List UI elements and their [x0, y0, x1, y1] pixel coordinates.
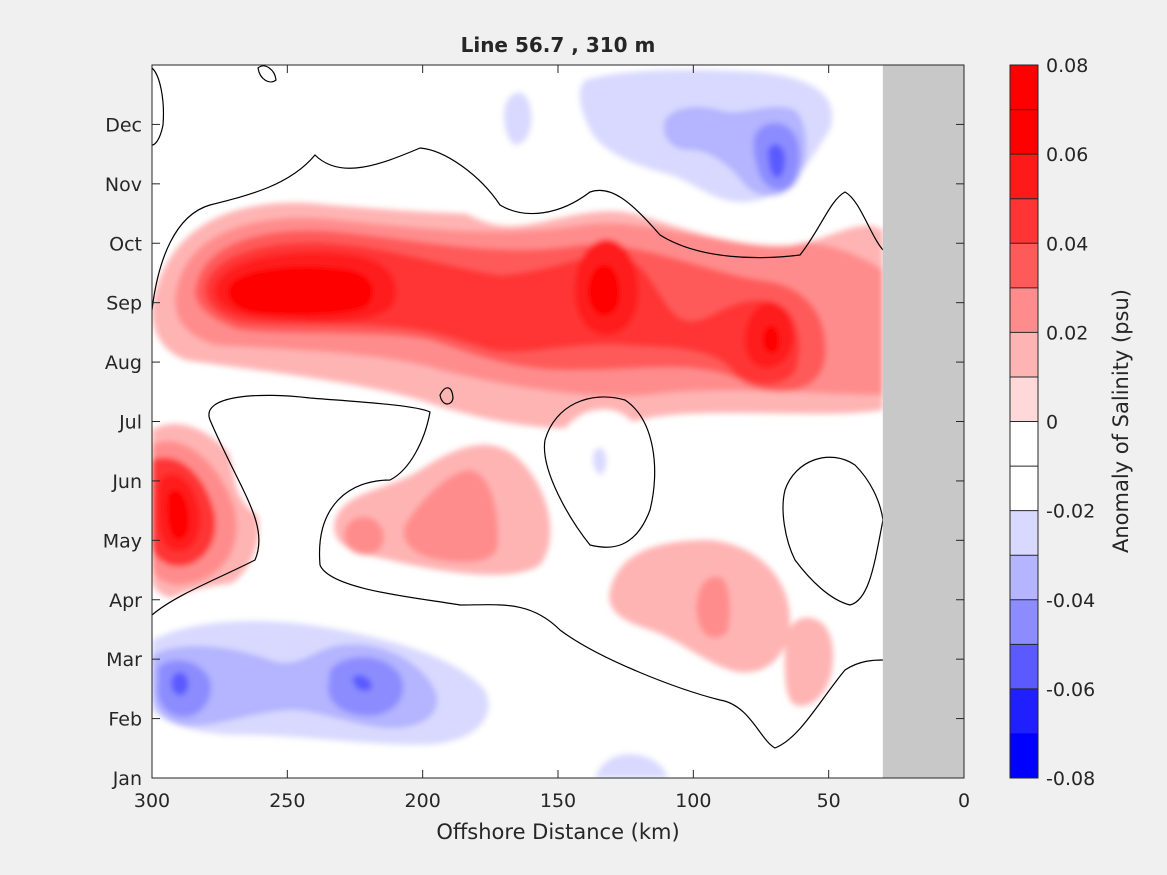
colorbar-bin	[1010, 198, 1038, 244]
positive-anomaly-contour-fill	[763, 325, 780, 354]
positive-anomaly-contour-fill	[696, 576, 730, 638]
negative-anomaly-contour-fill	[352, 675, 372, 691]
positive-anomaly-contour-fill	[344, 516, 385, 555]
colorbar-bin	[1010, 510, 1038, 556]
colorbar: 0.08 0.06 0.04 0.02 0 -0.02 -0.04 -0.06 -0.08	[1009, 55, 1095, 790]
y-tick-label: Dec	[105, 114, 142, 136]
negative-anomaly-contour-fill	[255, 429, 325, 494]
zero-contour-line	[257, 65, 277, 83]
x-tick-label: 0	[958, 790, 970, 812]
colorbar-tick-label: -0.04	[1046, 590, 1095, 612]
colorbar-tick-label: 0.04	[1046, 233, 1088, 255]
colorbar-bin	[1010, 599, 1038, 645]
zero-contour-line	[152, 67, 165, 146]
colorbar-tick-label: -0.08	[1046, 768, 1095, 790]
y-tick-label: May	[103, 530, 142, 552]
colorbar-bin	[1010, 688, 1038, 734]
zero-contour-line	[152, 147, 884, 311]
colorbar-tick-label: 0	[1046, 412, 1058, 434]
y-tick-label: Sep	[106, 293, 142, 315]
colorbar-bin	[1010, 332, 1038, 377]
colorbar-frame	[1009, 64, 1039, 779]
y-tick-label: Jul	[118, 412, 142, 434]
colorbar-tick-label: 0.06	[1046, 144, 1088, 166]
x-tick-label: 300	[134, 790, 170, 812]
x-tick-label: 200	[405, 790, 441, 812]
y-tick-label: Jan	[112, 768, 142, 790]
positive-anomaly-contour-fill	[784, 617, 834, 706]
zero-contour-line	[782, 456, 884, 606]
colorbar-bin	[1010, 154, 1038, 199]
x-tick-label: 150	[540, 790, 576, 812]
y-tick-label: Aug	[105, 352, 142, 374]
colorbar-bin	[1010, 555, 1038, 600]
x-tick-label: 50	[817, 790, 841, 812]
negative-anomaly-contour-fill	[171, 672, 189, 696]
colorbar-bin	[1010, 109, 1038, 155]
negative-anomaly-contour-fill	[806, 476, 854, 568]
x-axis-label: Offshore Distance (km)	[436, 820, 679, 844]
colorbar-bin	[1010, 287, 1038, 333]
colorbar-bin	[1010, 421, 1038, 467]
no-data-region	[882, 65, 964, 778]
x-axis: 300 250 200 150 100 50 0	[134, 65, 970, 812]
colorbar-tick-label: -0.06	[1046, 679, 1095, 701]
positive-anomaly-contour-fill	[167, 489, 190, 540]
y-tick-label: Feb	[108, 709, 142, 731]
contour-plot-area	[152, 65, 964, 778]
y-tick-label: Oct	[109, 233, 142, 255]
y-tick-label: Jun	[111, 471, 142, 493]
zero-contour-line	[152, 394, 884, 749]
colorbar-bin	[1010, 733, 1038, 778]
zero-contour-line	[439, 387, 454, 405]
colorbar-bin	[1010, 376, 1038, 422]
zero-contour-line	[543, 396, 656, 548]
y-tick-label: Mar	[106, 649, 142, 671]
x-tick-label: 100	[675, 790, 711, 812]
colorbar-tick-label: 0.08	[1046, 55, 1088, 77]
y-axis: Jan Feb Mar Apr May Jun Jul Aug Sep Oct Nov Dec	[103, 114, 964, 790]
positive-anomaly-contour-fill	[403, 470, 499, 563]
positive-anomaly-contour-fill	[228, 266, 373, 316]
negative-anomaly-contour-fill	[503, 92, 532, 145]
y-tick-label: Nov	[105, 174, 142, 196]
colorbar-label: Anomaly of Salinity (psu)	[1109, 289, 1133, 553]
chart-title: Line 56.7 , 310 m	[461, 33, 656, 57]
positive-anomaly-contour-fill	[588, 264, 620, 316]
negative-anomaly-contour-fill	[768, 144, 786, 178]
colorbar-bin	[1010, 644, 1038, 689]
x-tick-label: 250	[269, 790, 305, 812]
colorbar-tick-label: -0.02	[1046, 501, 1095, 523]
colorbar-bin	[1010, 65, 1038, 110]
negative-anomaly-contour-fill	[592, 447, 607, 475]
colorbar-bin	[1010, 243, 1038, 288]
negative-anomaly-contour-fill	[152, 99, 232, 185]
colorbar-bin	[1010, 466, 1038, 511]
y-tick-label: Apr	[109, 590, 142, 612]
negative-anomaly-contour-fill	[595, 753, 668, 778]
colorbar-tick-label: 0.02	[1046, 322, 1088, 344]
